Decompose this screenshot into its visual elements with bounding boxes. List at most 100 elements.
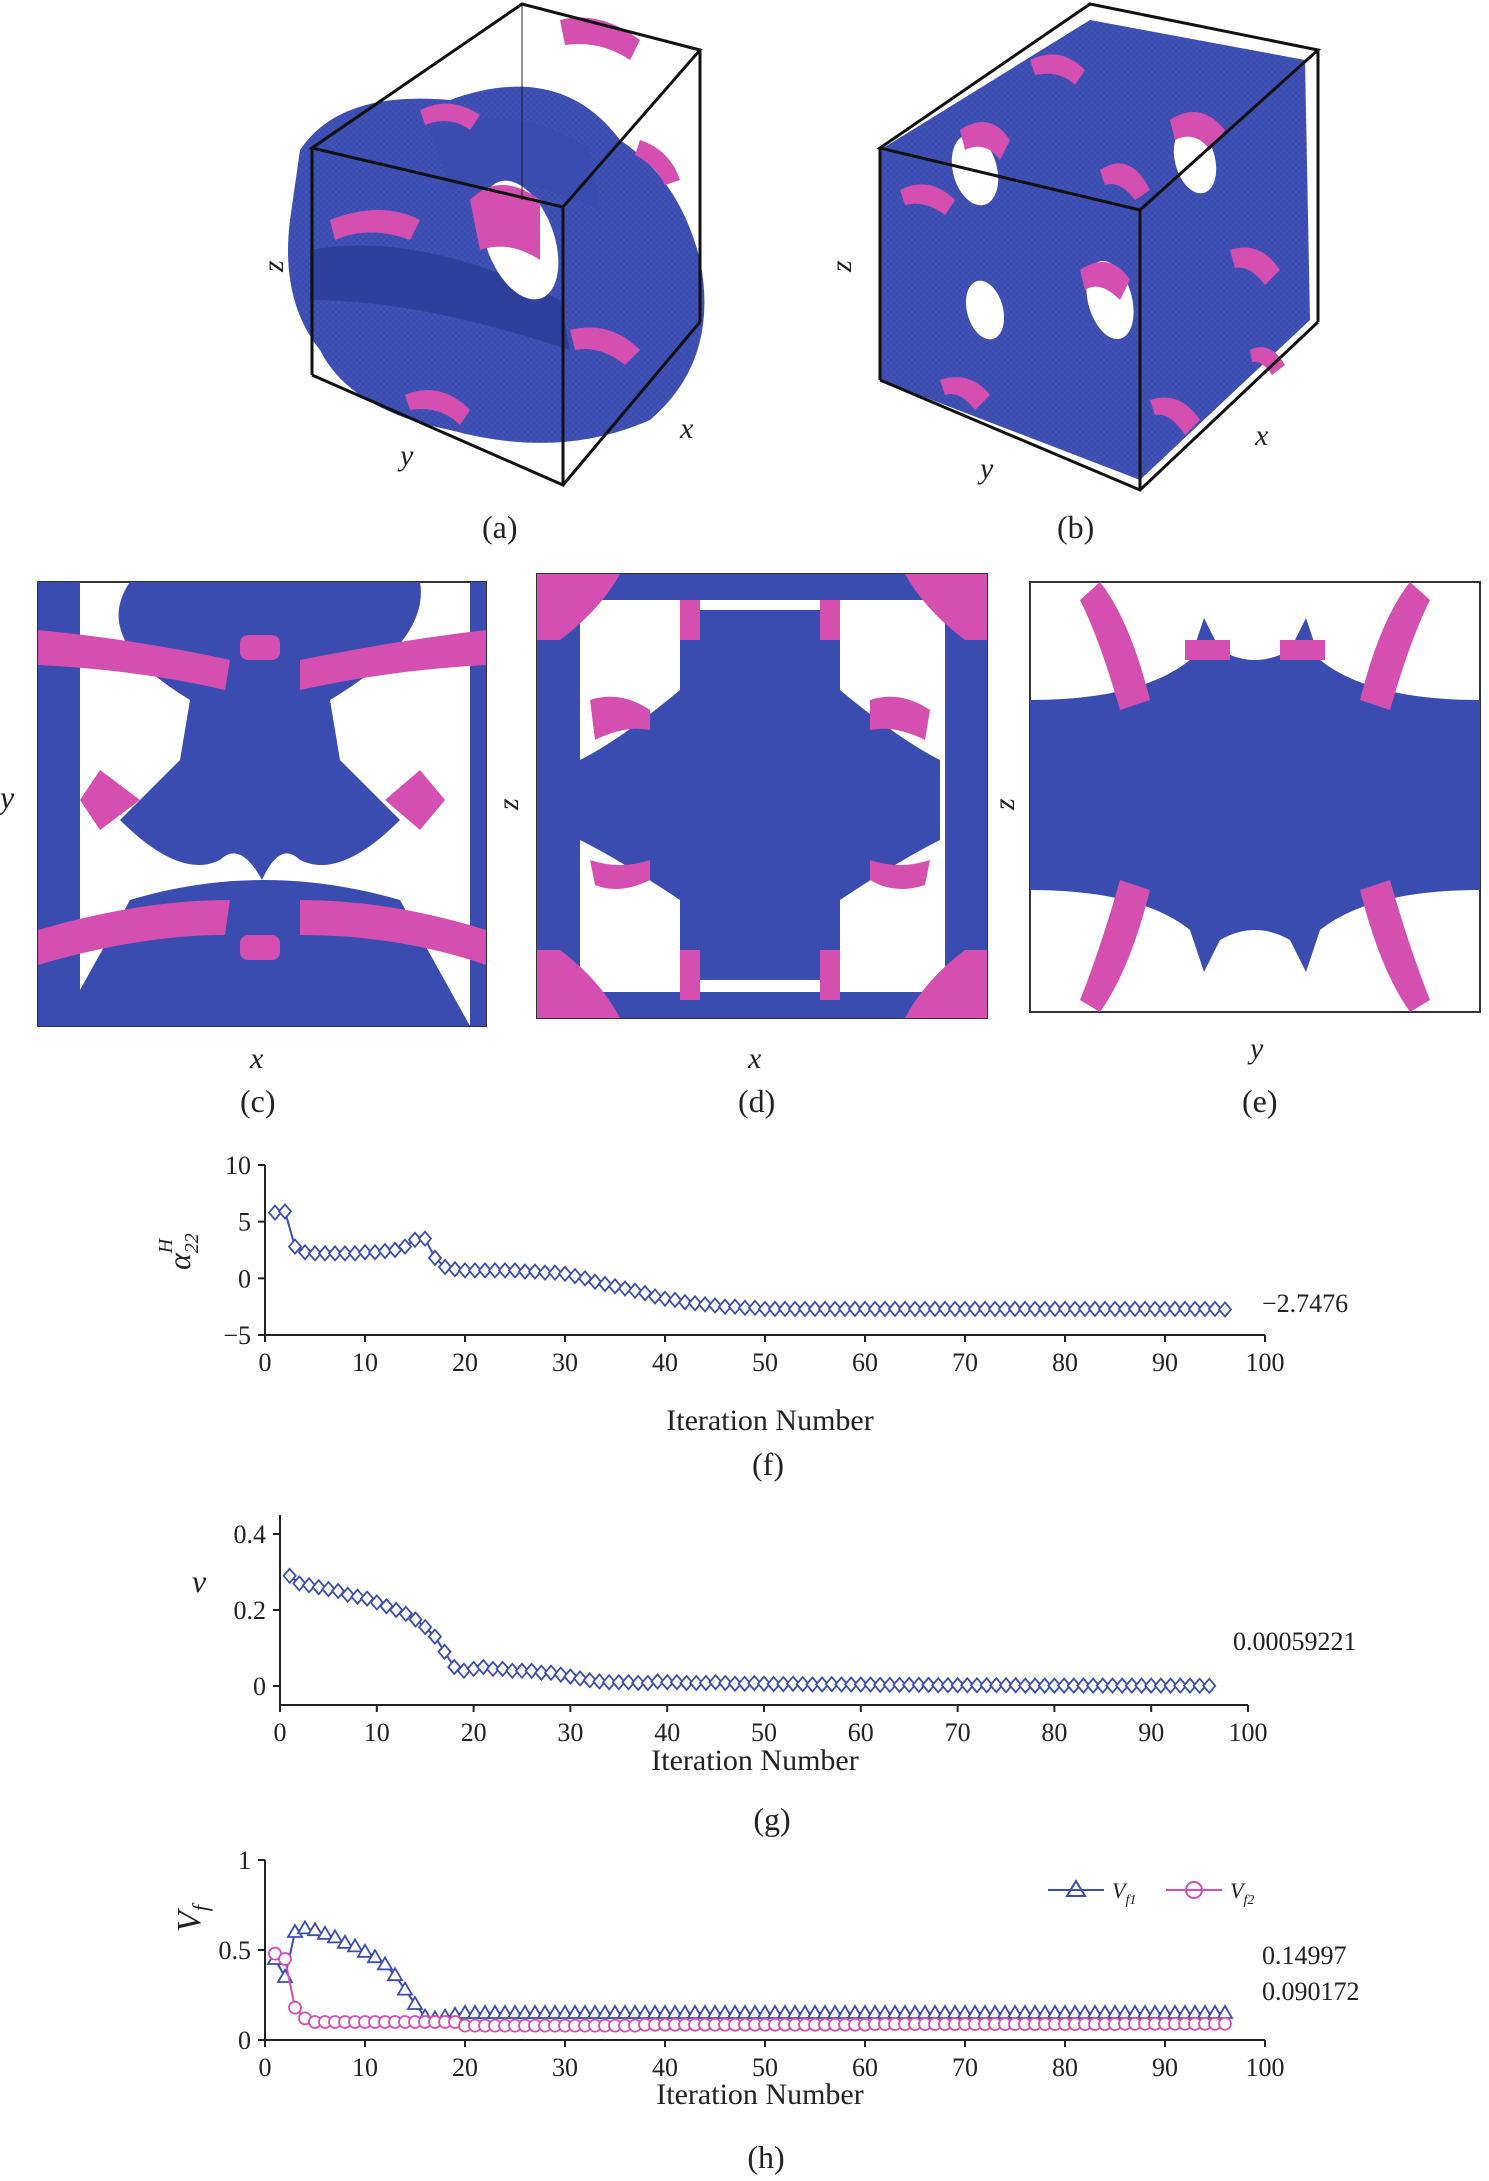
data-point [977,1300,993,1318]
data-point [321,1580,336,1598]
x-tick-label: 40 [652,1348,678,1377]
data-point [592,1673,607,1690]
data-point [907,1300,923,1318]
data-point [766,1675,781,1693]
chart-h-final-value-2: 0.090172 [1262,1977,1360,2006]
x-tick-label: 30 [552,1348,578,1377]
data-point [817,1300,833,1318]
x-tick-label: 70 [952,2053,978,2082]
data-point [340,1586,355,1604]
x-tick-label: 50 [751,1718,777,1747]
legend-triangle-icon [1065,1879,1087,1897]
data-point [847,1300,863,1318]
data-point [1047,1300,1063,1318]
data-point [1207,1300,1223,1318]
chart-f-ylabel-sup: H [155,1237,177,1254]
data-point [1007,1300,1023,1318]
chart-g-xlabel: Iteration Number [651,1744,858,1777]
panel-e-axis-vertical: z [988,798,1021,811]
data-point [1218,2016,1232,2031]
data-point [1137,1300,1153,1318]
x-tick-label: 100 [1246,1348,1285,1377]
data-point [1077,1300,1093,1318]
data-point [718,1674,733,1692]
y-tick-label: 1 [238,1846,251,1875]
data-point [1197,1300,1213,1318]
data-point [679,1674,694,1692]
data-point [872,1676,888,1694]
data-point [697,1296,713,1313]
data-point [767,1300,783,1318]
data-point [834,1676,849,1693]
data-point [877,1300,893,1318]
data-point [437,1258,453,1276]
data-point [596,2004,614,2019]
data-point [456,2004,474,2019]
data-point [1177,1300,1193,1318]
data-point [785,1675,801,1693]
legend-entry-vf1: Vf1 [1048,1878,1136,1908]
data-point [534,1664,549,1682]
data-point [386,1966,404,1982]
panel-d-axis-horizontal: x [747,1042,762,1075]
data-point [707,1297,723,1314]
data-point [717,1298,733,1316]
data-point [1192,1677,1207,1695]
data-point [495,1660,510,1678]
panel-d-label: (d) [738,1083,775,1119]
data-point [1037,1677,1052,1695]
chart-f-ylabel-sub: 22 [181,1233,203,1253]
legend-vf1-sub: f1 [1125,1893,1136,1908]
x-tick-label: 30 [552,2053,578,2082]
legend-circle-icon [1185,1881,1203,1899]
panel-e-axis-horizontal: y [1247,1032,1264,1065]
data-point [1017,1300,1033,1318]
data-point [1066,1677,1081,1695]
data-point [967,1300,983,1318]
data-point [867,1300,883,1318]
data-point [998,1676,1014,1694]
x-tick-label: 10 [364,1718,390,1747]
x-tick-label: 90 [1152,1348,1178,1377]
data-point [427,1628,443,1645]
x-tick-label: 60 [852,1348,878,1377]
y-tick-label: 0 [253,1672,266,1701]
data-point [1056,1677,1072,1695]
data-point [327,1245,343,1262]
data-point [346,1937,364,1953]
data-point [737,1299,753,1317]
data-point [487,1262,503,1279]
data-point [546,2004,564,2019]
data-point [987,1300,1003,1318]
data-point [466,2004,484,2019]
chart-h-panel-label: (h) [747,2139,784,2175]
panel-e-label: (e) [1242,1083,1278,1119]
data-point [1057,1300,1073,1318]
x-tick-label: 20 [452,1348,478,1377]
panel-c-cross-section [37,581,487,1027]
data-point [917,1300,933,1318]
panel-a-axis-y: y [397,439,414,472]
chart-f-ylabel-main: α [161,1252,197,1270]
data-point [408,1611,423,1628]
data-point [969,1676,985,1694]
x-tick-label: 60 [852,2053,878,2082]
data-point [496,2004,514,2019]
panel-b-axis-x: x [1254,419,1269,452]
x-tick-label: 80 [1052,1348,1078,1377]
data-point [406,1995,424,2010]
data-point [669,1673,685,1691]
data-point [940,1676,956,1694]
data-point [326,1928,344,1944]
data-point [727,1675,743,1693]
data-point [937,1300,953,1318]
data-point [1027,1677,1043,1695]
data-point [805,1676,820,1693]
data-point [398,1605,414,1623]
data-point [1076,1677,1091,1695]
data-point [1127,1300,1143,1318]
data-point [566,2004,584,2019]
data-point [843,1676,859,1693]
data-point [787,1300,803,1318]
data-point [979,1676,994,1694]
